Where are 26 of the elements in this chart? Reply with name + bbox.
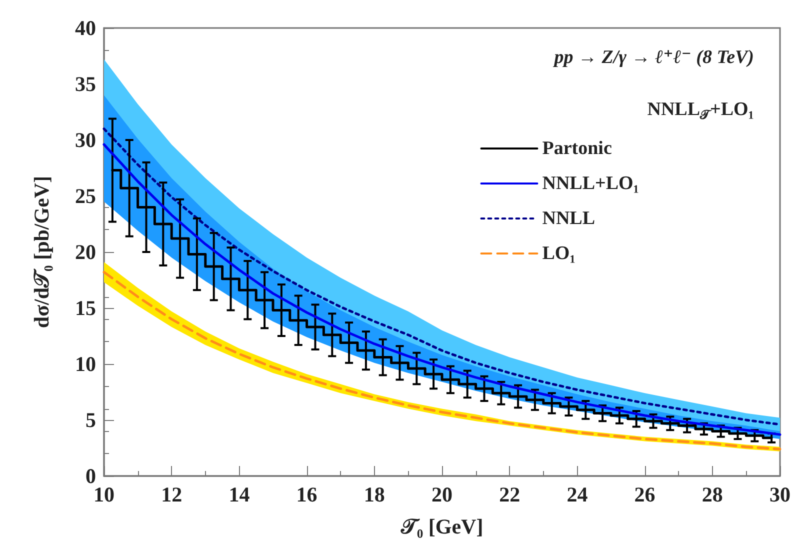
legend-label: NNLL: [542, 208, 596, 229]
y-tick-label: 15: [75, 296, 96, 320]
x-tick-label: 22: [499, 482, 520, 506]
x-tick-label: 12: [161, 482, 182, 506]
x-tick-label: 30: [770, 482, 790, 506]
x-tick-label: 20: [432, 482, 452, 506]
y-axis-title: dσ/d𝒯₀ [pb/GeV]: [30, 176, 54, 328]
x-tick-label: 26: [634, 482, 656, 506]
y-tick-label: 25: [75, 184, 96, 208]
x-tick-label: 14: [228, 482, 250, 506]
y-tick-label: 0: [86, 464, 96, 488]
y-tick-label: 35: [75, 72, 96, 96]
x-tick-label: 24: [566, 482, 588, 506]
legend-label: LO₁: [542, 243, 576, 264]
x-axis-title: 𝒯₀ [GeV]: [400, 514, 484, 538]
legend-label: Partonic: [542, 138, 612, 159]
y-tick-label: 30: [75, 128, 96, 152]
annotation: pp → Z/γ → ℓ⁺ℓ⁻ (8 TeV): [552, 47, 754, 68]
y-tick-label: 10: [75, 352, 96, 376]
y-tick-label: 40: [75, 16, 96, 40]
legend-label: NNLL+LO₁: [542, 173, 640, 194]
x-tick-label: 18: [364, 482, 385, 506]
x-tick-label: 16: [296, 482, 318, 506]
x-tick-label: 28: [702, 482, 723, 506]
y-tick-label: 20: [75, 240, 96, 264]
y-tick-label: 5: [86, 408, 96, 432]
